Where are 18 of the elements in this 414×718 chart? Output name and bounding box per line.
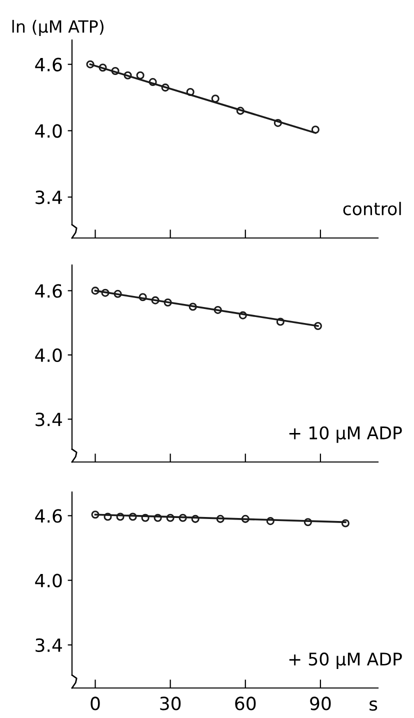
y-tick-label: 4.0 bbox=[35, 574, 62, 588]
y-tick-label: 3.4 bbox=[36, 190, 62, 204]
x-tick-label: 90 bbox=[310, 696, 331, 710]
annotation: + 50 μM ADP bbox=[289, 652, 402, 669]
y-tick-label: 4.6 bbox=[35, 58, 62, 72]
y-axis-title: ln (μM ATP) bbox=[12, 20, 104, 36]
y-tick-label: 3.4 bbox=[36, 638, 62, 652]
annotation: + 10 μM ADP bbox=[289, 426, 402, 443]
x-axis-title: s bbox=[370, 700, 378, 711]
y-tick-label: 4.0 bbox=[35, 124, 62, 138]
annotation: control bbox=[343, 202, 401, 216]
y-tick-label: 4.0 bbox=[35, 348, 62, 362]
y-tick-label: 4.6 bbox=[35, 284, 62, 298]
y-tick-label: 3.4 bbox=[36, 412, 62, 426]
x-tick-label: 0 bbox=[90, 696, 100, 710]
y-tick-label: 4.6 bbox=[35, 509, 62, 523]
x-tick-label: 30 bbox=[160, 696, 181, 710]
x-tick-label: 60 bbox=[235, 696, 256, 710]
